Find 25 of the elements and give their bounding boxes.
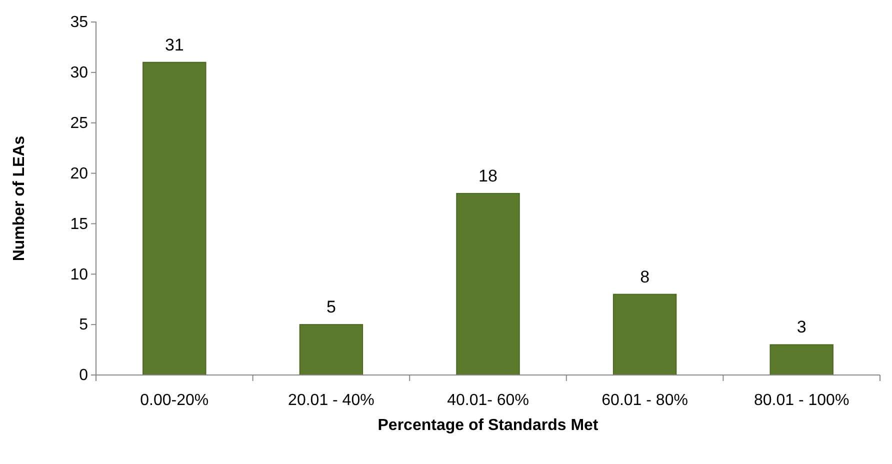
y-tick-label: 20 [70, 165, 88, 182]
y-tick-label: 15 [70, 216, 88, 233]
data-label: 5 [326, 298, 336, 317]
data-label: 31 [164, 35, 184, 54]
data-label: 8 [640, 267, 650, 286]
x-tick-label: 80.01 - 100% [754, 392, 850, 409]
y-tick-label: 5 [79, 316, 88, 334]
bar [456, 192, 520, 376]
bar [142, 62, 206, 376]
y-tick-label: 25 [70, 114, 88, 132]
x-axis-title: Percentage of Standards Met [378, 417, 599, 434]
y-tick-label: 35 [70, 14, 88, 32]
y-tick-label: 10 [70, 266, 88, 284]
x-tick-label: 40.01- 60% [447, 392, 529, 409]
bar [299, 324, 364, 376]
x-tick-label: 0.00-20% [140, 392, 209, 409]
y-tick-label: 30 [70, 64, 88, 82]
data-label: 3 [796, 318, 806, 337]
x-tick-label: 60.01 - 80% [602, 392, 688, 409]
y-tick-label: 0 [79, 367, 88, 384]
data-label: 18 [478, 166, 498, 186]
x-tick-label: 20.01 - 40% [288, 392, 374, 409]
y-axis-title: Number of LEAs [11, 136, 28, 262]
bar [770, 344, 834, 376]
bar [612, 294, 677, 376]
